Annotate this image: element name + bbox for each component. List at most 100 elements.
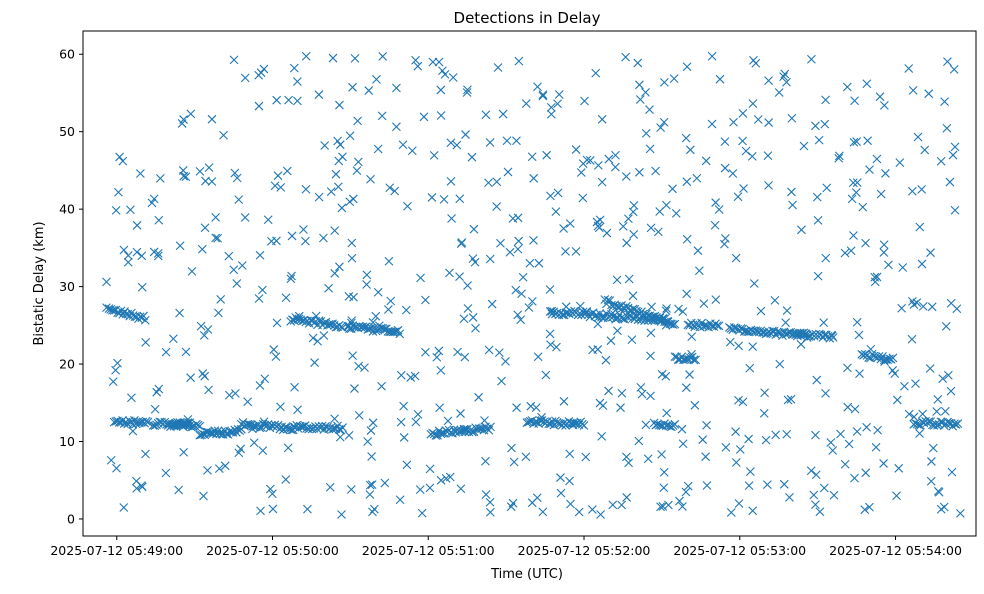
data-point-marker — [136, 169, 145, 178]
data-point-marker — [542, 150, 552, 160]
data-point-marker — [492, 202, 502, 211]
data-point-marker — [846, 246, 856, 256]
data-point-marker — [546, 109, 556, 119]
data-point-marker — [484, 345, 494, 355]
data-point-marker — [687, 332, 697, 341]
data-point-marker — [524, 303, 534, 312]
data-point-marker — [350, 54, 360, 63]
data-point-marker — [494, 348, 504, 357]
data-point-marker — [701, 452, 710, 462]
data-point-marker — [728, 169, 738, 178]
data-point-marker — [809, 490, 819, 500]
data-point-marker — [661, 421, 671, 431]
data-point-marker — [849, 137, 859, 147]
data-point-marker — [213, 233, 223, 243]
data-point-marker — [865, 165, 874, 175]
data-point-marker — [344, 430, 354, 440]
data-point-marker — [744, 481, 754, 491]
data-point-marker — [546, 191, 555, 201]
data-point-marker — [179, 418, 189, 428]
data-point-marker — [813, 271, 823, 281]
data-point-marker — [216, 294, 226, 304]
data-point-marker — [204, 385, 213, 395]
data-point-marker — [604, 154, 614, 164]
data-point-marker — [855, 369, 864, 379]
data-point-marker — [669, 74, 679, 84]
data-point-marker — [720, 239, 729, 249]
data-point-marker — [497, 376, 506, 386]
data-point-marker — [852, 178, 862, 188]
data-point-marker — [876, 189, 886, 199]
data-point-marker — [325, 482, 335, 492]
data-point-marker — [892, 395, 902, 405]
data-point-marker — [108, 305, 117, 315]
data-point-marker — [147, 198, 157, 208]
data-point-marker — [175, 241, 185, 251]
data-point-marker — [456, 409, 465, 418]
data-point-marker — [186, 109, 196, 119]
data-point-marker — [271, 352, 281, 361]
data-point-marker — [301, 51, 311, 61]
data-point-marker — [256, 506, 265, 516]
data-point-marker — [748, 506, 758, 516]
data-point-marker — [659, 117, 669, 127]
data-point-marker — [290, 382, 299, 392]
data-point-marker — [219, 130, 228, 140]
data-point-marker — [553, 99, 562, 109]
data-point-marker — [338, 423, 347, 432]
data-point-marker — [588, 345, 597, 355]
data-point-marker — [799, 141, 809, 151]
data-point-marker — [674, 304, 683, 314]
data-point-marker — [111, 365, 120, 375]
data-point-marker — [463, 304, 473, 313]
data-point-marker — [751, 58, 761, 68]
data-point-marker — [320, 141, 330, 150]
data-point-marker — [289, 63, 299, 73]
data-point-marker — [942, 123, 952, 133]
x-tick-label: 2025-07-12 05:52:00 — [518, 543, 651, 558]
data-point-marker — [276, 182, 286, 192]
data-point-marker — [783, 395, 793, 405]
data-point-marker — [314, 90, 324, 100]
data-point-marker — [624, 458, 633, 468]
data-point-marker — [372, 74, 381, 84]
data-point-marker — [582, 155, 592, 165]
data-point-marker — [403, 201, 412, 211]
data-point-marker — [820, 119, 830, 129]
data-point-marker — [734, 341, 744, 351]
data-point-marker — [324, 283, 333, 293]
data-point-marker — [224, 251, 234, 261]
x-axis: 2025-07-12 05:49:00 2025-07-12 05:50:00 20… — [50, 536, 962, 558]
data-point-marker — [950, 205, 960, 215]
data-point-marker — [425, 483, 435, 493]
data-point-marker — [879, 355, 889, 365]
data-point-marker — [214, 308, 223, 318]
data-point-marker — [731, 253, 741, 263]
data-point-marker — [229, 265, 239, 275]
plot-area-frame — [82, 30, 977, 537]
data-point-marker — [217, 427, 226, 437]
data-point-marker — [119, 503, 129, 512]
data-point-marker — [907, 334, 917, 344]
data-point-marker — [678, 307, 688, 316]
data-point-marker — [941, 322, 951, 331]
data-point-marker — [141, 416, 151, 426]
data-point-marker — [646, 391, 655, 401]
data-point-marker — [677, 424, 687, 434]
data-point-marker — [345, 197, 355, 207]
data-point-marker — [214, 464, 224, 473]
data-point-marker — [943, 57, 952, 67]
data-point-marker — [421, 295, 430, 305]
data-point-marker — [895, 158, 905, 167]
data-point-marker — [764, 76, 773, 86]
data-point-marker — [368, 418, 378, 428]
data-point-marker — [447, 214, 456, 223]
data-point-marker — [108, 377, 118, 386]
data-point-marker — [863, 136, 872, 146]
data-point-marker — [281, 475, 291, 484]
data-point-marker — [354, 411, 364, 420]
data-point-marker — [556, 473, 565, 482]
data-point-marker — [955, 509, 965, 518]
data-point-marker — [565, 449, 575, 459]
data-point-marker — [871, 352, 881, 362]
